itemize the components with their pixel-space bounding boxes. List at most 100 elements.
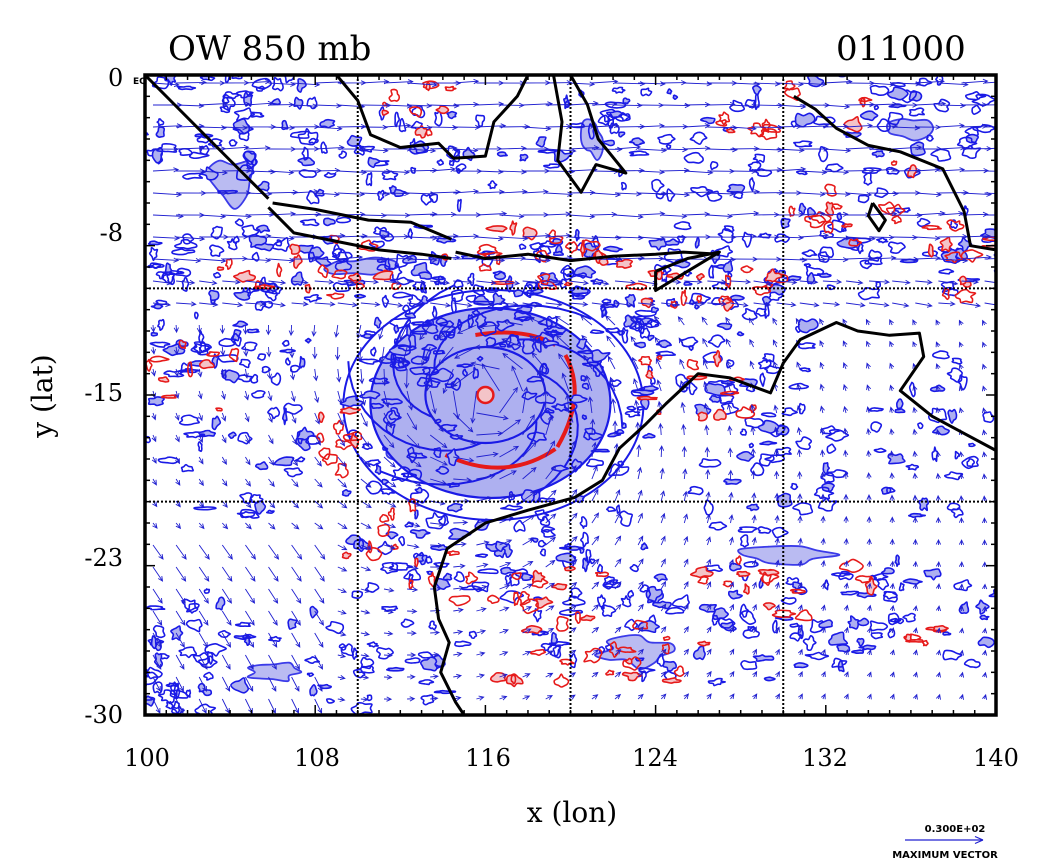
negative-contour-12-34: [551, 464, 570, 472]
negative-contour-4-38: [368, 240, 385, 249]
negative-contour-11-22: [522, 283, 533, 299]
wind-vector-688: [245, 478, 251, 487]
wind-vector-118: [245, 145, 271, 151]
negative-contour-2-52: [726, 183, 746, 193]
negative-contour-8-24: [239, 508, 260, 519]
new-guinea-coast: [793, 95, 996, 252]
wind-vector-525: [866, 362, 871, 370]
negative-contour-17-22: [946, 502, 961, 511]
negative-contour-16-32: [562, 595, 586, 607]
negative-contour-14-14: [605, 327, 621, 334]
wind-vector-612: [244, 434, 250, 444]
wind-vector-557: [726, 381, 732, 392]
negative-contour-19-23: [366, 641, 380, 648]
wind-vector-61: [684, 101, 711, 108]
positive-contour-7-1: [661, 677, 682, 684]
wind-vector-438: [605, 315, 616, 326]
positive-contour-7-21: [605, 669, 615, 676]
negative-contour-10-29: [409, 529, 431, 539]
negative-contour-3-24: [908, 107, 925, 117]
negative-contour-9-12: [192, 652, 211, 666]
negative-contour-4-17: [331, 248, 349, 263]
negative-contour-15-33: [795, 436, 813, 451]
negative-contour-13-7: [615, 504, 621, 514]
wind-vector-907: [912, 582, 918, 590]
negative-contour-4-56: [323, 217, 336, 227]
wind-vector-637: [819, 427, 826, 436]
negative-contour-20-16: [358, 358, 380, 365]
wind-vector-409: [822, 301, 841, 307]
negative-contour-13-35: [584, 548, 592, 564]
wind-vector-416: [984, 302, 996, 306]
negative-contour-12-14: [621, 422, 627, 429]
wind-vector-1063: [1006, 673, 1010, 678]
negative-contour-5-43: [723, 225, 735, 233]
wind-vector-707: [682, 468, 688, 480]
positive-contour-1-7: [478, 263, 492, 272]
wind-vector-359: [545, 280, 564, 286]
wind-vector-578: [337, 412, 344, 426]
wind-vector-554: [656, 379, 662, 392]
wind-vector-1064: [152, 698, 161, 714]
wind-vector-560: [796, 383, 802, 392]
wind-vector-910: [982, 583, 988, 590]
negative-contour-13-27: [513, 519, 526, 533]
wind-vector-568: [981, 385, 987, 392]
positive-contour-8-7: [735, 555, 742, 566]
wind-vector-384: [245, 301, 266, 307]
wind-vector-443: [725, 316, 731, 326]
wind-vector-140: [753, 147, 784, 153]
negative-contour-4-67: [254, 242, 275, 252]
wind-vector-1011: [683, 648, 690, 656]
negative-contour-13-18: [534, 509, 550, 522]
negative-contour-15-38: [757, 419, 780, 434]
negative-contour-7-34: [150, 331, 159, 337]
wind-vector-902: [797, 581, 803, 590]
negative-contour-18-14: [942, 631, 952, 636]
negative-contour-15-27: [740, 534, 750, 548]
wind-vector-399: [591, 302, 610, 308]
negative-contour-13-48: [504, 573, 513, 585]
negative-contour-7-25: [198, 330, 205, 345]
wind-vector-569: [1006, 387, 1010, 392]
negative-contour-7-3: [190, 343, 211, 353]
negative-contour-5-40: [673, 221, 692, 231]
negative-contour-12-42: [608, 463, 630, 477]
wind-vector-976: [752, 626, 757, 634]
wind-vector-60: [661, 102, 691, 109]
negative-contour-2-32: [689, 131, 708, 145]
negative-contour-16-6: [804, 651, 830, 661]
positive-contour-8-8: [789, 588, 806, 594]
wind-vector-670: [704, 446, 710, 458]
wind-vector-598: [796, 404, 802, 414]
positive-contour-14-5: [932, 624, 949, 632]
negative-contour-14-32: [707, 334, 726, 348]
wind-vector-669: [681, 445, 687, 458]
negative-contour-6-24: [940, 280, 955, 293]
wind-vector-690: [291, 478, 299, 488]
wind-vector-981: [866, 626, 872, 634]
wind-vector-530: [981, 363, 987, 370]
wind-vector-1056: [843, 671, 849, 678]
wind-vector-605: [958, 407, 964, 414]
wind-vector-586: [522, 386, 529, 414]
wind-vector-728: [291, 500, 300, 509]
negative-contour-10-20: [391, 466, 411, 483]
wind-vector-1067: [221, 698, 230, 714]
positive-contour-5-5: [843, 115, 863, 133]
negative-contour-5-23: [513, 289, 524, 298]
negative-contour-16-37: [818, 619, 834, 629]
wind-vector-319: [499, 255, 527, 261]
wind-vector-361: [591, 280, 610, 286]
negative-contour-4-65: [213, 271, 222, 279]
negative-contour-11-3: [467, 272, 475, 287]
negative-contour-2-47: [666, 88, 673, 95]
wind-vector-177: [730, 168, 758, 174]
wind-vector-739: [545, 489, 557, 502]
wind-vector-1018: [843, 648, 849, 656]
wind-vector-718: [935, 472, 941, 480]
negative-contour-19-14: [420, 694, 435, 706]
wind-vector-773: [453, 519, 469, 526]
wind-vector-134: [614, 144, 642, 150]
wind-vector-840: [245, 566, 256, 582]
